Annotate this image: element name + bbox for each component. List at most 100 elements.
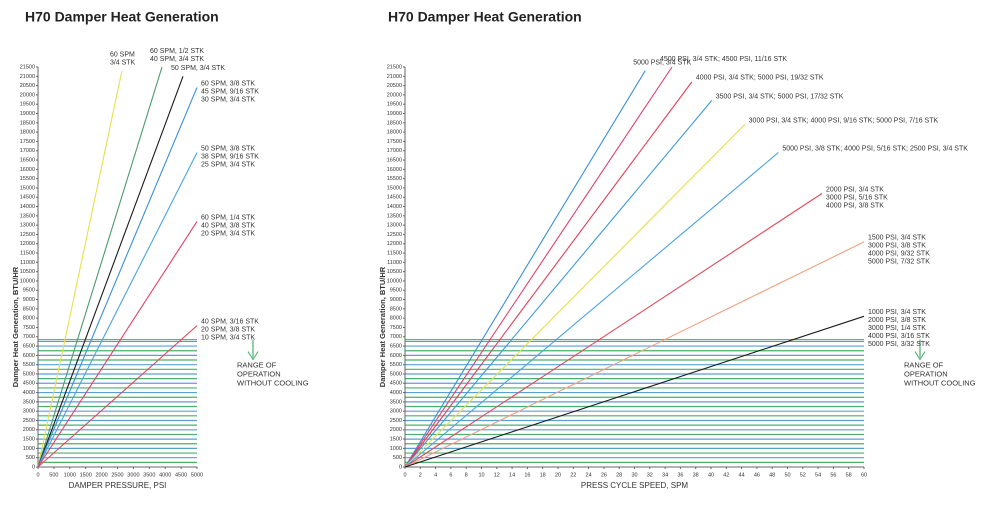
y-tick-label: 12000 <box>20 241 35 247</box>
y-tick-label: 6000 <box>390 353 402 359</box>
series-label: 40 SPM, 3/8 STK <box>201 222 255 229</box>
x-tick-label: 46 <box>754 472 760 478</box>
series-label: 50 SPM, 3/4 STK <box>171 65 225 72</box>
x-tick-label: 32 <box>647 472 653 478</box>
series-label: 3/4 STK <box>110 60 136 67</box>
series-label: 60 SPM <box>110 52 135 59</box>
y-tick-label: 15500 <box>387 176 402 182</box>
y-tick-label: 17000 <box>387 148 402 154</box>
series-label: 4000 PSI, 3/16 STK <box>868 333 930 340</box>
x-tick-label: 1000 <box>64 472 76 478</box>
y-tick-label: 10000 <box>387 278 402 284</box>
series-line <box>404 152 779 468</box>
x-tick-label: 42 <box>723 472 729 478</box>
series-line <box>37 221 198 468</box>
y-tick-label: 3500 <box>390 399 402 405</box>
y-tick-label: 0 <box>32 464 35 470</box>
x-tick-label: 3000 <box>127 472 139 478</box>
y-tick-label: 5000 <box>390 371 402 377</box>
y-tick-label: 21000 <box>20 74 35 80</box>
y-tick-label: 11000 <box>20 260 35 266</box>
series-label: 2000 PSI, 3/4 STK <box>826 186 884 193</box>
y-tick-label: 19500 <box>387 102 402 108</box>
x-tick-label: 30 <box>631 472 637 478</box>
y-tick-label: 4000 <box>23 390 35 396</box>
chart-title: H70 Damper Heat Generation <box>388 9 582 25</box>
series-label: 1500 PSI, 3/4 STK <box>868 235 926 242</box>
series-line <box>37 325 198 468</box>
y-tick-label: 21500 <box>20 64 35 70</box>
series-label: 40 SPM, 3/4 STK <box>150 56 204 63</box>
y-tick-label: 9500 <box>23 288 35 294</box>
y-tick-label: 500 <box>393 455 402 461</box>
y-tick-label: 12500 <box>387 232 402 238</box>
y-tick-label: 8000 <box>390 316 402 322</box>
x-tick-label: 28 <box>616 472 622 478</box>
y-tick-label: 16000 <box>387 167 402 173</box>
series-line <box>37 76 184 468</box>
series-label: 60 SPM, 1/4 STK <box>201 214 255 221</box>
chart-title: H70 Damper Heat Generation <box>25 9 219 25</box>
y-tick-label: 14500 <box>387 195 402 201</box>
y-tick-label: 9000 <box>390 297 402 303</box>
y-tick-label: 15000 <box>387 185 402 191</box>
y-tick-label: 10500 <box>387 269 402 275</box>
band-arrow-head <box>247 351 259 361</box>
y-tick-label: 3500 <box>23 399 35 405</box>
band-label: RANGE OF <box>904 361 944 370</box>
x-tick-label: 40 <box>708 472 714 478</box>
series-label: 4500 PSI, 3/4 STK; 4500 PSI, 11/16 STK <box>660 56 787 63</box>
x-tick-label: 26 <box>601 472 607 478</box>
y-tick-label: 16500 <box>20 157 35 163</box>
y-tick-label: 5500 <box>23 362 35 368</box>
x-tick-label: 5000 <box>191 472 203 478</box>
y-tick-label: 3000 <box>390 409 402 415</box>
series-label: 3000 PSI, 3/4 STK; 4000 PSI, 9/16 STK; 5… <box>749 118 939 125</box>
x-tick-label: 500 <box>49 472 58 478</box>
band-label: OPERATION <box>904 370 948 379</box>
y-tick-label: 7500 <box>23 325 35 331</box>
series-line <box>37 87 198 468</box>
y-tick-label: 2000 <box>390 427 402 433</box>
band-label: WITHOUT COOLING <box>237 379 309 388</box>
x-tick-label: 22 <box>570 472 576 478</box>
y-tick-label: 7500 <box>390 325 402 331</box>
series-line <box>404 70 646 468</box>
y-tick-label: 11500 <box>387 250 402 256</box>
y-tick-label: 11000 <box>387 260 402 266</box>
y-tick-label: 5500 <box>390 362 402 368</box>
x-tick-label: 54 <box>815 472 821 478</box>
x-tick-label: 38 <box>693 472 699 478</box>
x-tick-label: 52 <box>800 472 806 478</box>
x-tick-label: 4500 <box>175 472 187 478</box>
y-axis-label: Damper Heat Generation, BTU/HR <box>11 266 20 387</box>
x-tick-label: 16 <box>524 472 530 478</box>
y-tick-label: 19000 <box>387 111 402 117</box>
series-label: 5000 PSI, 3/8 STK; 4000 PSI, 5/16 STK; 2… <box>782 145 968 152</box>
y-tick-label: 7000 <box>23 334 35 340</box>
y-tick-label: 2000 <box>23 427 35 433</box>
y-tick-label: 10000 <box>20 278 35 284</box>
series-label: 3000 PSI, 1/4 STK <box>868 325 926 332</box>
x-tick-label: 1500 <box>80 472 92 478</box>
series-label: 20 SPM, 3/8 STK <box>201 326 255 333</box>
y-tick-label: 18000 <box>387 130 402 136</box>
series-label: 38 SPM, 9/16 STK <box>201 153 259 160</box>
x-tick-label: 58 <box>846 472 852 478</box>
y-tick-label: 7000 <box>390 334 402 340</box>
y-tick-label: 13000 <box>387 223 402 229</box>
y-tick-label: 17500 <box>20 139 35 145</box>
x-tick-label: 4 <box>434 472 437 478</box>
y-tick-label: 13000 <box>20 223 35 229</box>
series-label: 5000 PSI, 3/4 STK <box>633 60 691 67</box>
y-tick-label: 20000 <box>387 92 402 98</box>
y-tick-label: 2500 <box>390 418 402 424</box>
x-tick-label: 18 <box>540 472 546 478</box>
y-tick-label: 20500 <box>20 83 35 89</box>
y-tick-label: 6000 <box>23 353 35 359</box>
y-tick-label: 8500 <box>390 306 402 312</box>
y-tick-label: 17500 <box>387 139 402 145</box>
x-tick-label: 4000 <box>159 472 171 478</box>
series-label: 3000 PSI, 3/8 STK <box>868 243 926 250</box>
series-label: 20 SPM, 3/4 STK <box>201 230 255 237</box>
